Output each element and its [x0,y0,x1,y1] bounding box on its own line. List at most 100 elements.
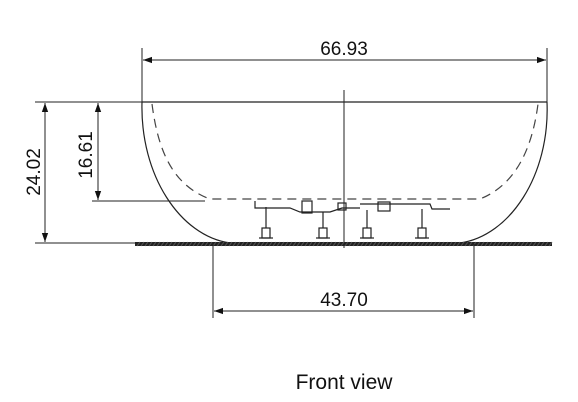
overall-height-dimension: 24.02 [24,101,150,244]
hatch-stroke [168,241,173,247]
hatch-stroke [320,241,325,247]
hatch-stroke [364,241,369,247]
hatch-stroke [196,241,201,247]
overall-width-dimension: 66.93 [141,39,548,102]
hatch-stroke [252,241,257,247]
hatch-stroke [244,241,249,247]
hatch-stroke [148,241,153,247]
hatch-stroke [476,241,481,247]
hatch-stroke [416,241,421,247]
drain-pipe [254,201,360,213]
support-foot-4 [415,209,429,239]
hatch-stroke [208,241,213,247]
hatch-stroke [328,241,333,247]
hatch-stroke [228,241,233,247]
hatch-stroke [380,241,385,247]
drain-pipe-right [360,203,450,210]
hatch-stroke [160,241,165,247]
tub-outer-left [141,101,231,244]
hatch-stroke [480,241,485,247]
hatch-stroke [276,241,281,247]
hatch-stroke [296,241,301,247]
hatch-stroke [436,241,441,247]
hatch-stroke [368,241,373,247]
inner-depth-label: 16.61 [76,131,97,179]
hatch-stroke [352,241,357,247]
hatch-stroke [524,241,529,247]
hatch-stroke [412,241,417,247]
hatch-stroke [260,241,265,247]
hatch-stroke [396,241,401,247]
floor-line [135,241,553,247]
hatch-stroke [248,241,253,247]
hatch-stroke [192,241,197,247]
hatch-stroke [332,241,337,247]
drain-fitting [301,200,313,214]
hatch-stroke [388,241,393,247]
hatch-stroke [180,241,185,247]
hatch-stroke [340,241,345,247]
overflow-fitting [377,201,391,212]
hatch-stroke [184,241,189,247]
hatch-stroke [548,241,553,247]
hatch-stroke [136,241,141,247]
hatch-stroke [176,241,181,247]
hatch-stroke [492,241,497,247]
drain-assembly [254,200,450,214]
hatch-stroke [236,241,241,247]
hatch-stroke [496,241,501,247]
hatch-stroke [420,241,425,247]
hatch-stroke [484,241,489,247]
foot-nut [417,227,427,239]
inner-depth-dimension: 16.61 [76,103,205,202]
hatch-stroke [408,241,413,247]
hatch-stroke [532,241,537,247]
hatch-stroke [464,241,469,247]
hatch-stroke [152,241,157,247]
view-caption: Front view [296,371,394,394]
hatch-stroke [316,241,321,247]
foot-nut [261,227,271,239]
hatch-stroke [520,241,525,247]
hatch-stroke [172,241,177,247]
hatch-stroke [372,241,377,247]
base-width-dimension: 43.70 [212,244,475,318]
hatch-stroke [376,241,381,247]
hatch-stroke [200,241,205,247]
hatch-stroke [460,241,465,247]
hatch-stroke [292,241,297,247]
hatch-stroke [288,241,293,247]
hatch-stroke [448,241,453,247]
hatch-stroke [284,241,289,247]
hatch-stroke [220,241,225,247]
support-foot-3 [360,210,374,239]
hatch-stroke [204,241,209,247]
hatch-stroke [400,241,405,247]
hatch-stroke [536,241,541,247]
hatch-stroke [432,241,437,247]
hatch-stroke [504,241,509,247]
hatch-stroke [428,241,433,247]
hatch-stroke [508,241,513,247]
hatch-stroke [344,241,349,247]
hatch-stroke [312,241,317,247]
support-foot-2 [316,212,330,239]
hatch-stroke [156,241,161,247]
hatch-stroke [216,241,221,247]
hatch-stroke [188,241,193,247]
hatch-stroke [544,241,549,247]
tub-outer-right [459,101,548,244]
hatch-stroke [444,241,449,247]
hatch-stroke [468,241,473,247]
hatch-stroke [308,241,313,247]
hatch-stroke [528,241,533,247]
hatch-stroke [336,241,341,247]
hatch-stroke [280,241,285,247]
hatch-stroke [452,241,457,247]
hatch-stroke [404,241,409,247]
hatch-stroke [304,241,309,247]
hatch-stroke [500,241,505,247]
hatch-stroke [540,241,545,247]
hatch-stroke [516,241,521,247]
hatch-stroke [348,241,353,247]
